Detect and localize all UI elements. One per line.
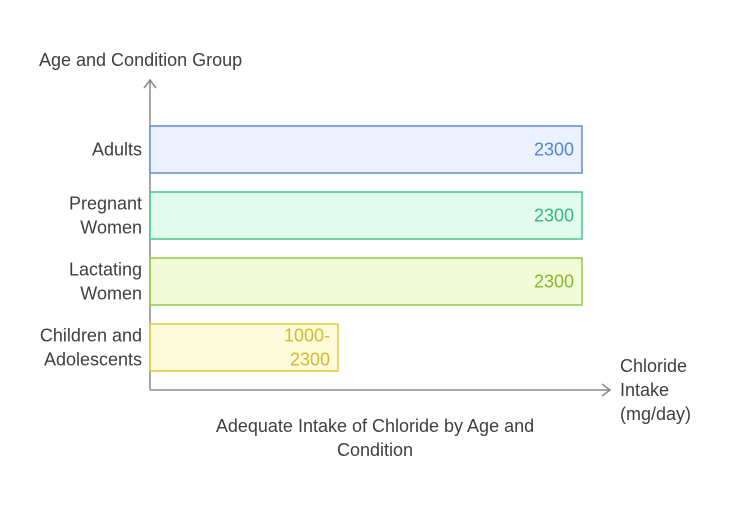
category-label: Children and Adolescents [40,326,142,370]
bar [149,257,583,306]
chart-title: Adequate Intake of Chloride by Age and Co… [216,416,534,460]
category-label: Pregnant Women [69,194,142,238]
y-axis-arrow-icon [143,78,157,89]
value-label: 1000-2300 [284,326,330,370]
x-axis-arrow-icon [601,383,612,397]
bar [149,323,339,372]
bar [149,125,583,174]
bar [149,191,583,240]
category-label: Adults [92,140,142,160]
value-label: 2300 [534,140,574,160]
value-label: 2300 [534,272,574,292]
bar-group: Adults 2300 Pregnant Women 2300 Lactating Wome… [40,125,583,372]
value-label: 2300 [534,206,574,226]
category-label: Lactating Women [69,260,142,304]
x-axis-label: Chloride Intake (mg/day) [620,356,691,424]
y-axis-label: Age and Condition Group [39,50,242,70]
